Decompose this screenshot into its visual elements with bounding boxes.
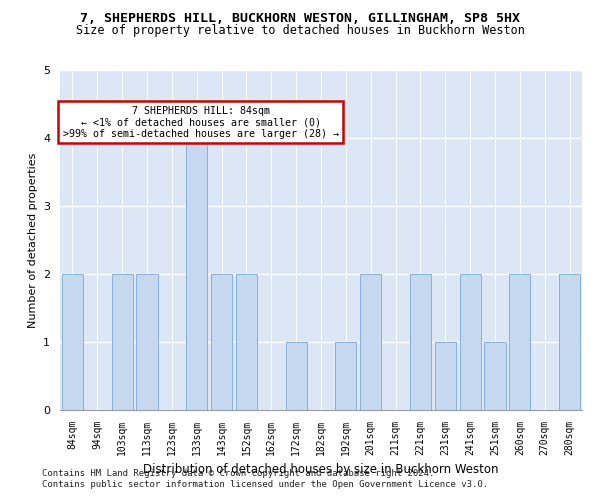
Bar xyxy=(136,274,158,410)
Bar xyxy=(335,342,356,410)
Text: 7 SHEPHERDS HILL: 84sqm
← <1% of detached houses are smaller (0)
>99% of semi-de: 7 SHEPHERDS HILL: 84sqm ← <1% of detache… xyxy=(63,106,339,139)
Bar xyxy=(112,274,133,410)
Bar xyxy=(509,274,530,410)
X-axis label: Distribution of detached houses by size in Buckhorn Weston: Distribution of detached houses by size … xyxy=(143,464,499,476)
Text: Contains HM Land Registry data © Crown copyright and database right 2024.: Contains HM Land Registry data © Crown c… xyxy=(42,468,434,477)
Y-axis label: Number of detached properties: Number of detached properties xyxy=(28,152,38,328)
Bar xyxy=(410,274,431,410)
Bar xyxy=(435,342,456,410)
Bar xyxy=(211,274,232,410)
Bar xyxy=(484,342,506,410)
Bar xyxy=(236,274,257,410)
Bar xyxy=(62,274,83,410)
Bar xyxy=(286,342,307,410)
Bar xyxy=(186,138,207,410)
Bar xyxy=(360,274,381,410)
Text: 7, SHEPHERDS HILL, BUCKHORN WESTON, GILLINGHAM, SP8 5HX: 7, SHEPHERDS HILL, BUCKHORN WESTON, GILL… xyxy=(80,12,520,26)
Text: Size of property relative to detached houses in Buckhorn Weston: Size of property relative to detached ho… xyxy=(76,24,524,37)
Bar xyxy=(559,274,580,410)
Text: Contains public sector information licensed under the Open Government Licence v3: Contains public sector information licen… xyxy=(42,480,488,489)
Bar xyxy=(460,274,481,410)
